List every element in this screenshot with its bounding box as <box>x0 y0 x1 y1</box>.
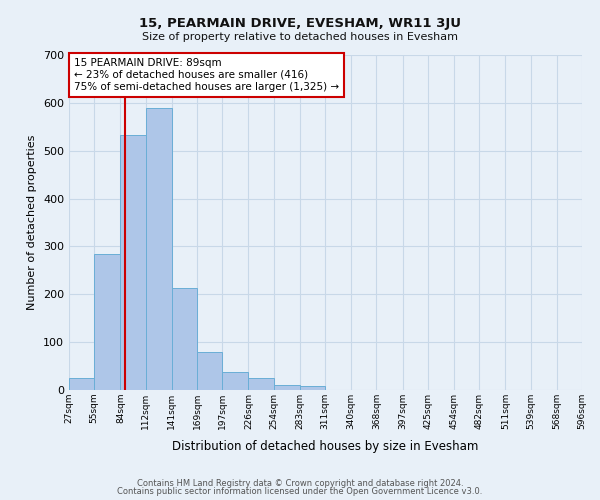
Text: Size of property relative to detached houses in Evesham: Size of property relative to detached ho… <box>142 32 458 42</box>
Bar <box>300 386 325 390</box>
Bar <box>172 288 197 390</box>
Bar <box>222 372 248 390</box>
Text: Contains HM Land Registry data © Crown copyright and database right 2024.: Contains HM Land Registry data © Crown c… <box>137 478 463 488</box>
Y-axis label: Number of detached properties: Number of detached properties <box>28 135 37 310</box>
Bar <box>248 378 274 390</box>
Bar <box>197 352 222 390</box>
Bar <box>274 385 300 390</box>
Text: 15 PEARMAIN DRIVE: 89sqm
← 23% of detached houses are smaller (416)
75% of semi-: 15 PEARMAIN DRIVE: 89sqm ← 23% of detach… <box>74 58 339 92</box>
Bar <box>121 135 146 390</box>
Bar <box>146 108 172 390</box>
Text: Contains public sector information licensed under the Open Government Licence v3: Contains public sector information licen… <box>118 487 482 496</box>
X-axis label: Distribution of detached houses by size in Evesham: Distribution of detached houses by size … <box>172 440 479 454</box>
Bar <box>69 378 94 390</box>
Bar <box>94 254 121 390</box>
Text: 15, PEARMAIN DRIVE, EVESHAM, WR11 3JU: 15, PEARMAIN DRIVE, EVESHAM, WR11 3JU <box>139 18 461 30</box>
